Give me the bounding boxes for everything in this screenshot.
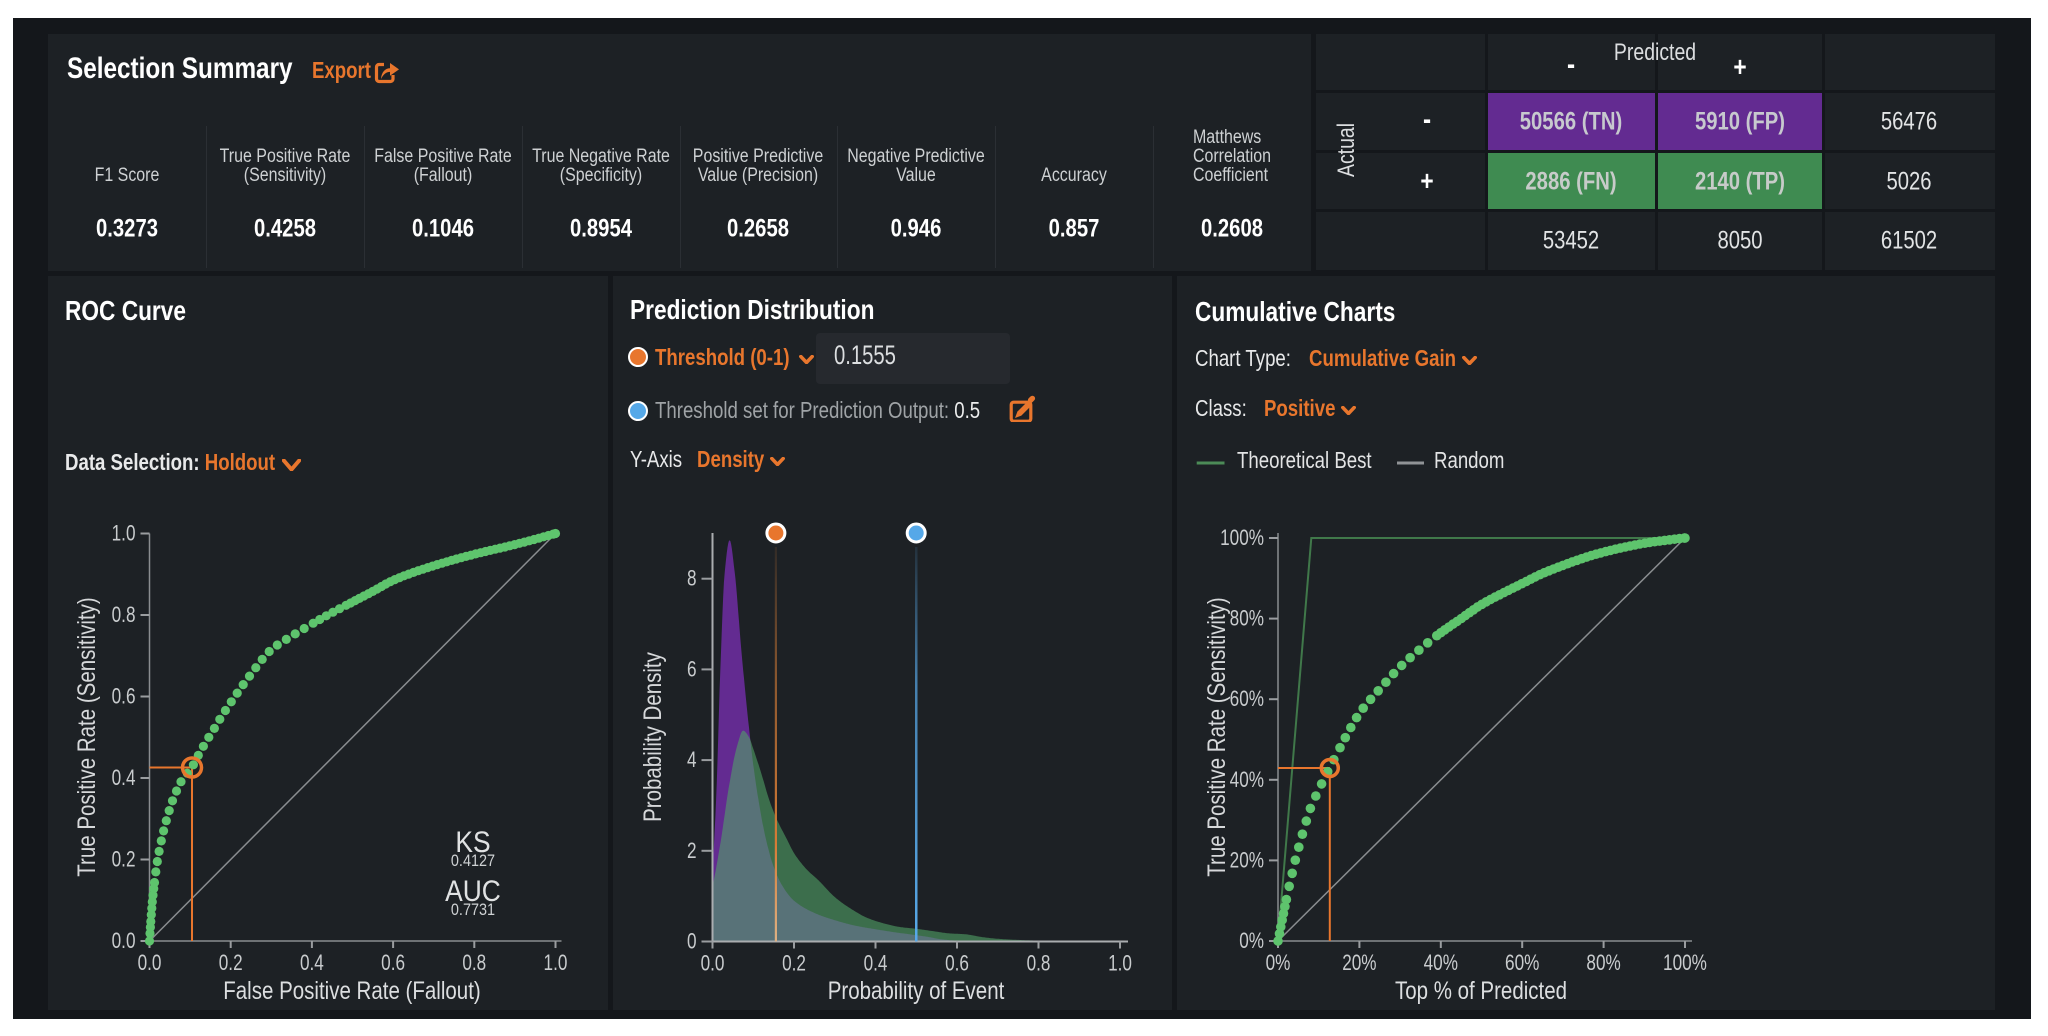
- svg-text:0.8: 0.8: [1027, 952, 1051, 977]
- svg-text:20%: 20%: [1230, 848, 1264, 873]
- svg-text:8: 8: [687, 567, 697, 592]
- svg-text:0.7731: 0.7731: [451, 901, 495, 919]
- svg-text:1.0: 1.0: [544, 951, 568, 976]
- svg-text:0.4: 0.4: [864, 952, 888, 977]
- svg-text:Top % of Predicted: Top % of Predicted: [1395, 976, 1567, 1004]
- svg-text:Probability of Event: Probability of Event: [828, 976, 1005, 1004]
- svg-text:AUC: AUC: [445, 873, 501, 907]
- svg-text:60%: 60%: [1230, 687, 1264, 712]
- svg-text:0.0: 0.0: [112, 929, 136, 954]
- svg-text:0.8: 0.8: [462, 951, 486, 976]
- svg-text:1.0: 1.0: [112, 522, 136, 547]
- svg-text:40%: 40%: [1230, 768, 1264, 793]
- svg-text:20%: 20%: [1342, 951, 1376, 976]
- svg-text:Probability Density: Probability Density: [638, 652, 666, 822]
- svg-text:100%: 100%: [1663, 951, 1707, 976]
- svg-text:False Positive Rate (Fallout): False Positive Rate (Fallout): [223, 976, 480, 1004]
- svg-text:0.0: 0.0: [138, 951, 162, 976]
- svg-text:80%: 80%: [1586, 951, 1620, 976]
- svg-text:True Positive Rate (Sensitivit: True Positive Rate (Sensitivity): [1202, 597, 1230, 876]
- svg-text:100%: 100%: [1220, 526, 1264, 551]
- svg-text:4: 4: [687, 748, 697, 773]
- svg-text:0%: 0%: [1266, 951, 1291, 976]
- svg-text:2: 2: [687, 839, 697, 864]
- svg-text:0.0: 0.0: [701, 952, 725, 977]
- svg-text:0.6: 0.6: [381, 951, 405, 976]
- svg-text:KS: KS: [455, 824, 490, 858]
- svg-text:True Positive Rate (Sensitivit: True Positive Rate (Sensitivity): [72, 597, 100, 876]
- svg-text:0: 0: [687, 930, 697, 955]
- svg-text:0.4: 0.4: [112, 766, 136, 791]
- svg-text:0.4: 0.4: [300, 951, 324, 976]
- svg-text:40%: 40%: [1424, 951, 1458, 976]
- svg-text:6: 6: [687, 657, 697, 682]
- svg-text:0.4127: 0.4127: [451, 852, 495, 870]
- svg-text:0.6: 0.6: [945, 952, 969, 977]
- svg-text:60%: 60%: [1505, 951, 1539, 976]
- svg-text:1.0: 1.0: [1108, 952, 1132, 977]
- svg-text:0%: 0%: [1239, 929, 1264, 954]
- svg-text:0.2: 0.2: [112, 848, 136, 873]
- svg-text:0.6: 0.6: [112, 685, 136, 710]
- svg-text:0.2: 0.2: [782, 952, 806, 977]
- svg-text:80%: 80%: [1230, 607, 1264, 632]
- svg-text:0.8: 0.8: [112, 603, 136, 628]
- svg-text:0.2: 0.2: [219, 951, 243, 976]
